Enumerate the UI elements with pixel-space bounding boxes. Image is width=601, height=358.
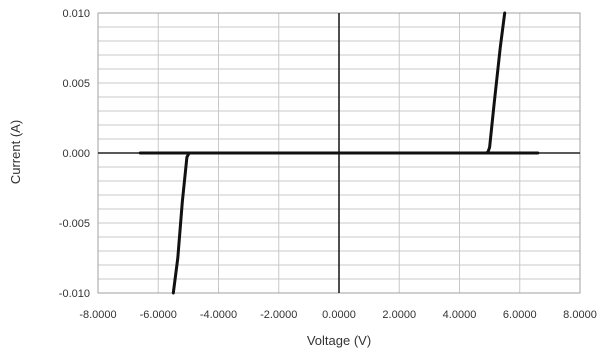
x-tick-label: 0.0000 bbox=[322, 309, 356, 321]
x-tick-label: -6.0000 bbox=[140, 309, 177, 321]
x-tick-label: -8.0000 bbox=[79, 309, 116, 321]
y-tick-label: -0.005 bbox=[59, 218, 90, 230]
x-tick-label: 4.0000 bbox=[443, 309, 477, 321]
x-tick-label: 8.0000 bbox=[563, 309, 597, 321]
series-layer bbox=[138, 11, 540, 295]
x-tick-label: -4.0000 bbox=[200, 309, 237, 321]
y-tick-label: 0.010 bbox=[62, 8, 90, 20]
x-axis-label: Voltage (V) bbox=[307, 333, 371, 348]
series-line bbox=[138, 151, 190, 295]
x-tick-label: 2.0000 bbox=[382, 309, 416, 321]
y-tick-label: 0.005 bbox=[62, 78, 90, 90]
y-tick-labels: -0.010 -0.005 0.000 0.005 0.010 bbox=[59, 8, 90, 300]
y-tick-label: 0.000 bbox=[62, 148, 90, 160]
x-tick-label: -2.0000 bbox=[260, 309, 297, 321]
y-axis-label: Current (A) bbox=[8, 120, 23, 184]
x-tick-labels: -8.0000 -6.0000 -4.0000 -2.0000 0.0000 2.0000… bbox=[79, 309, 596, 321]
series-line bbox=[485, 11, 507, 155]
y-tick-label: -0.010 bbox=[59, 288, 90, 300]
x-tick-label: 6.0000 bbox=[503, 309, 537, 321]
